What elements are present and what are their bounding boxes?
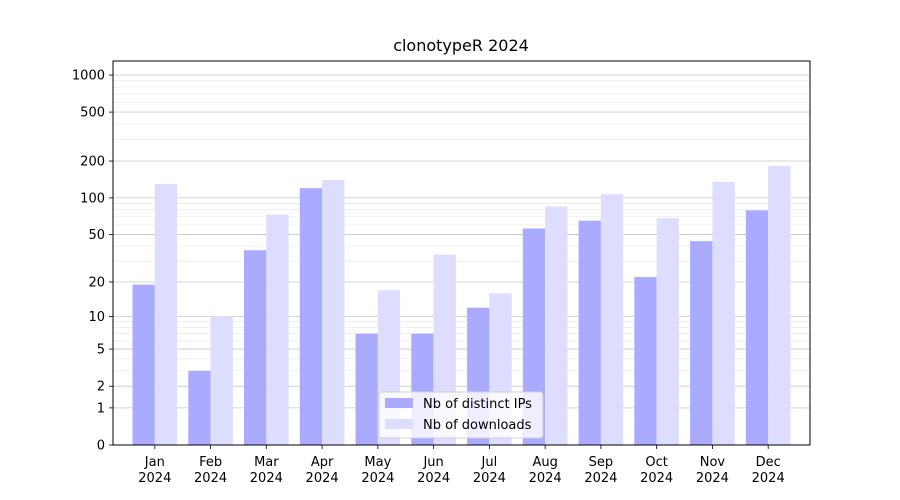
x-tick-label: Nov 2024 xyxy=(696,455,729,486)
x-tick-label: Aug 2024 xyxy=(529,455,562,486)
plot-frame xyxy=(112,60,811,446)
y-tick-label: 500 xyxy=(80,106,105,121)
bar-downloads xyxy=(768,165,791,445)
bar-downloads xyxy=(712,181,735,445)
bar-distinct-ips xyxy=(188,370,211,445)
bar-distinct-ips xyxy=(690,241,713,445)
bar-downloads xyxy=(154,183,178,446)
x-tick-label: Apr 2024 xyxy=(306,455,339,486)
bar-downloads xyxy=(600,194,624,445)
bar-distinct-ips xyxy=(522,228,546,445)
bar-distinct-ips xyxy=(745,210,769,445)
bar-distinct-ips xyxy=(132,284,155,445)
legend-swatch xyxy=(385,398,413,408)
bar-distinct-ips xyxy=(634,277,657,445)
y-tick-label: 200 xyxy=(80,155,105,170)
bar-downloads xyxy=(210,316,233,445)
x-tick-label: Dec 2024 xyxy=(752,455,785,486)
bar-downloads xyxy=(266,214,289,445)
bar-downloads xyxy=(545,206,568,445)
x-tick-label: May 2024 xyxy=(361,455,394,486)
y-tick-label: 5 xyxy=(97,343,105,358)
x-tick-label: Oct 2024 xyxy=(640,455,673,486)
legend-box xyxy=(378,391,544,439)
y-tick-label: 2 xyxy=(97,380,105,395)
legend: Nb of distinct IPs Nb of downloads xyxy=(378,391,544,439)
legend-swatch xyxy=(385,419,413,429)
bar-distinct-ips xyxy=(244,250,267,445)
axes: 0 1 2 5 10 20 50 100 200 500 1000 Jan 2024 Feb 2024 Mar… xyxy=(72,60,811,486)
x-tick-label: Feb 2024 xyxy=(194,455,227,486)
bar-distinct-ips xyxy=(578,220,601,445)
y-tick-label: 0 xyxy=(97,439,105,454)
legend-label: Nb of distinct IPs xyxy=(423,397,532,412)
x-tick-label: Jan 2024 xyxy=(138,455,171,486)
x-tick-label: Jul 2024 xyxy=(473,455,506,486)
bar-downloads xyxy=(656,218,679,445)
y-tick-label: 1 xyxy=(97,401,105,416)
y-tick-label: 10 xyxy=(88,310,105,325)
y-tick-label: 20 xyxy=(88,275,105,290)
x-tick-label: Jun 2024 xyxy=(417,455,450,486)
y-tick-label: 1000 xyxy=(72,69,105,84)
x-tick-label: Sep 2024 xyxy=(584,455,617,486)
legend-label: Nb of downloads xyxy=(423,418,532,433)
bar-distinct-ips xyxy=(355,333,378,445)
bar-downloads xyxy=(322,179,345,445)
x-tick-label: Mar 2024 xyxy=(250,455,283,486)
chart-title: clonotypeR 2024 xyxy=(393,36,529,55)
bar-distinct-ips xyxy=(299,188,323,445)
y-tick-label: 100 xyxy=(80,191,105,206)
y-tick-label: 50 xyxy=(88,228,105,243)
